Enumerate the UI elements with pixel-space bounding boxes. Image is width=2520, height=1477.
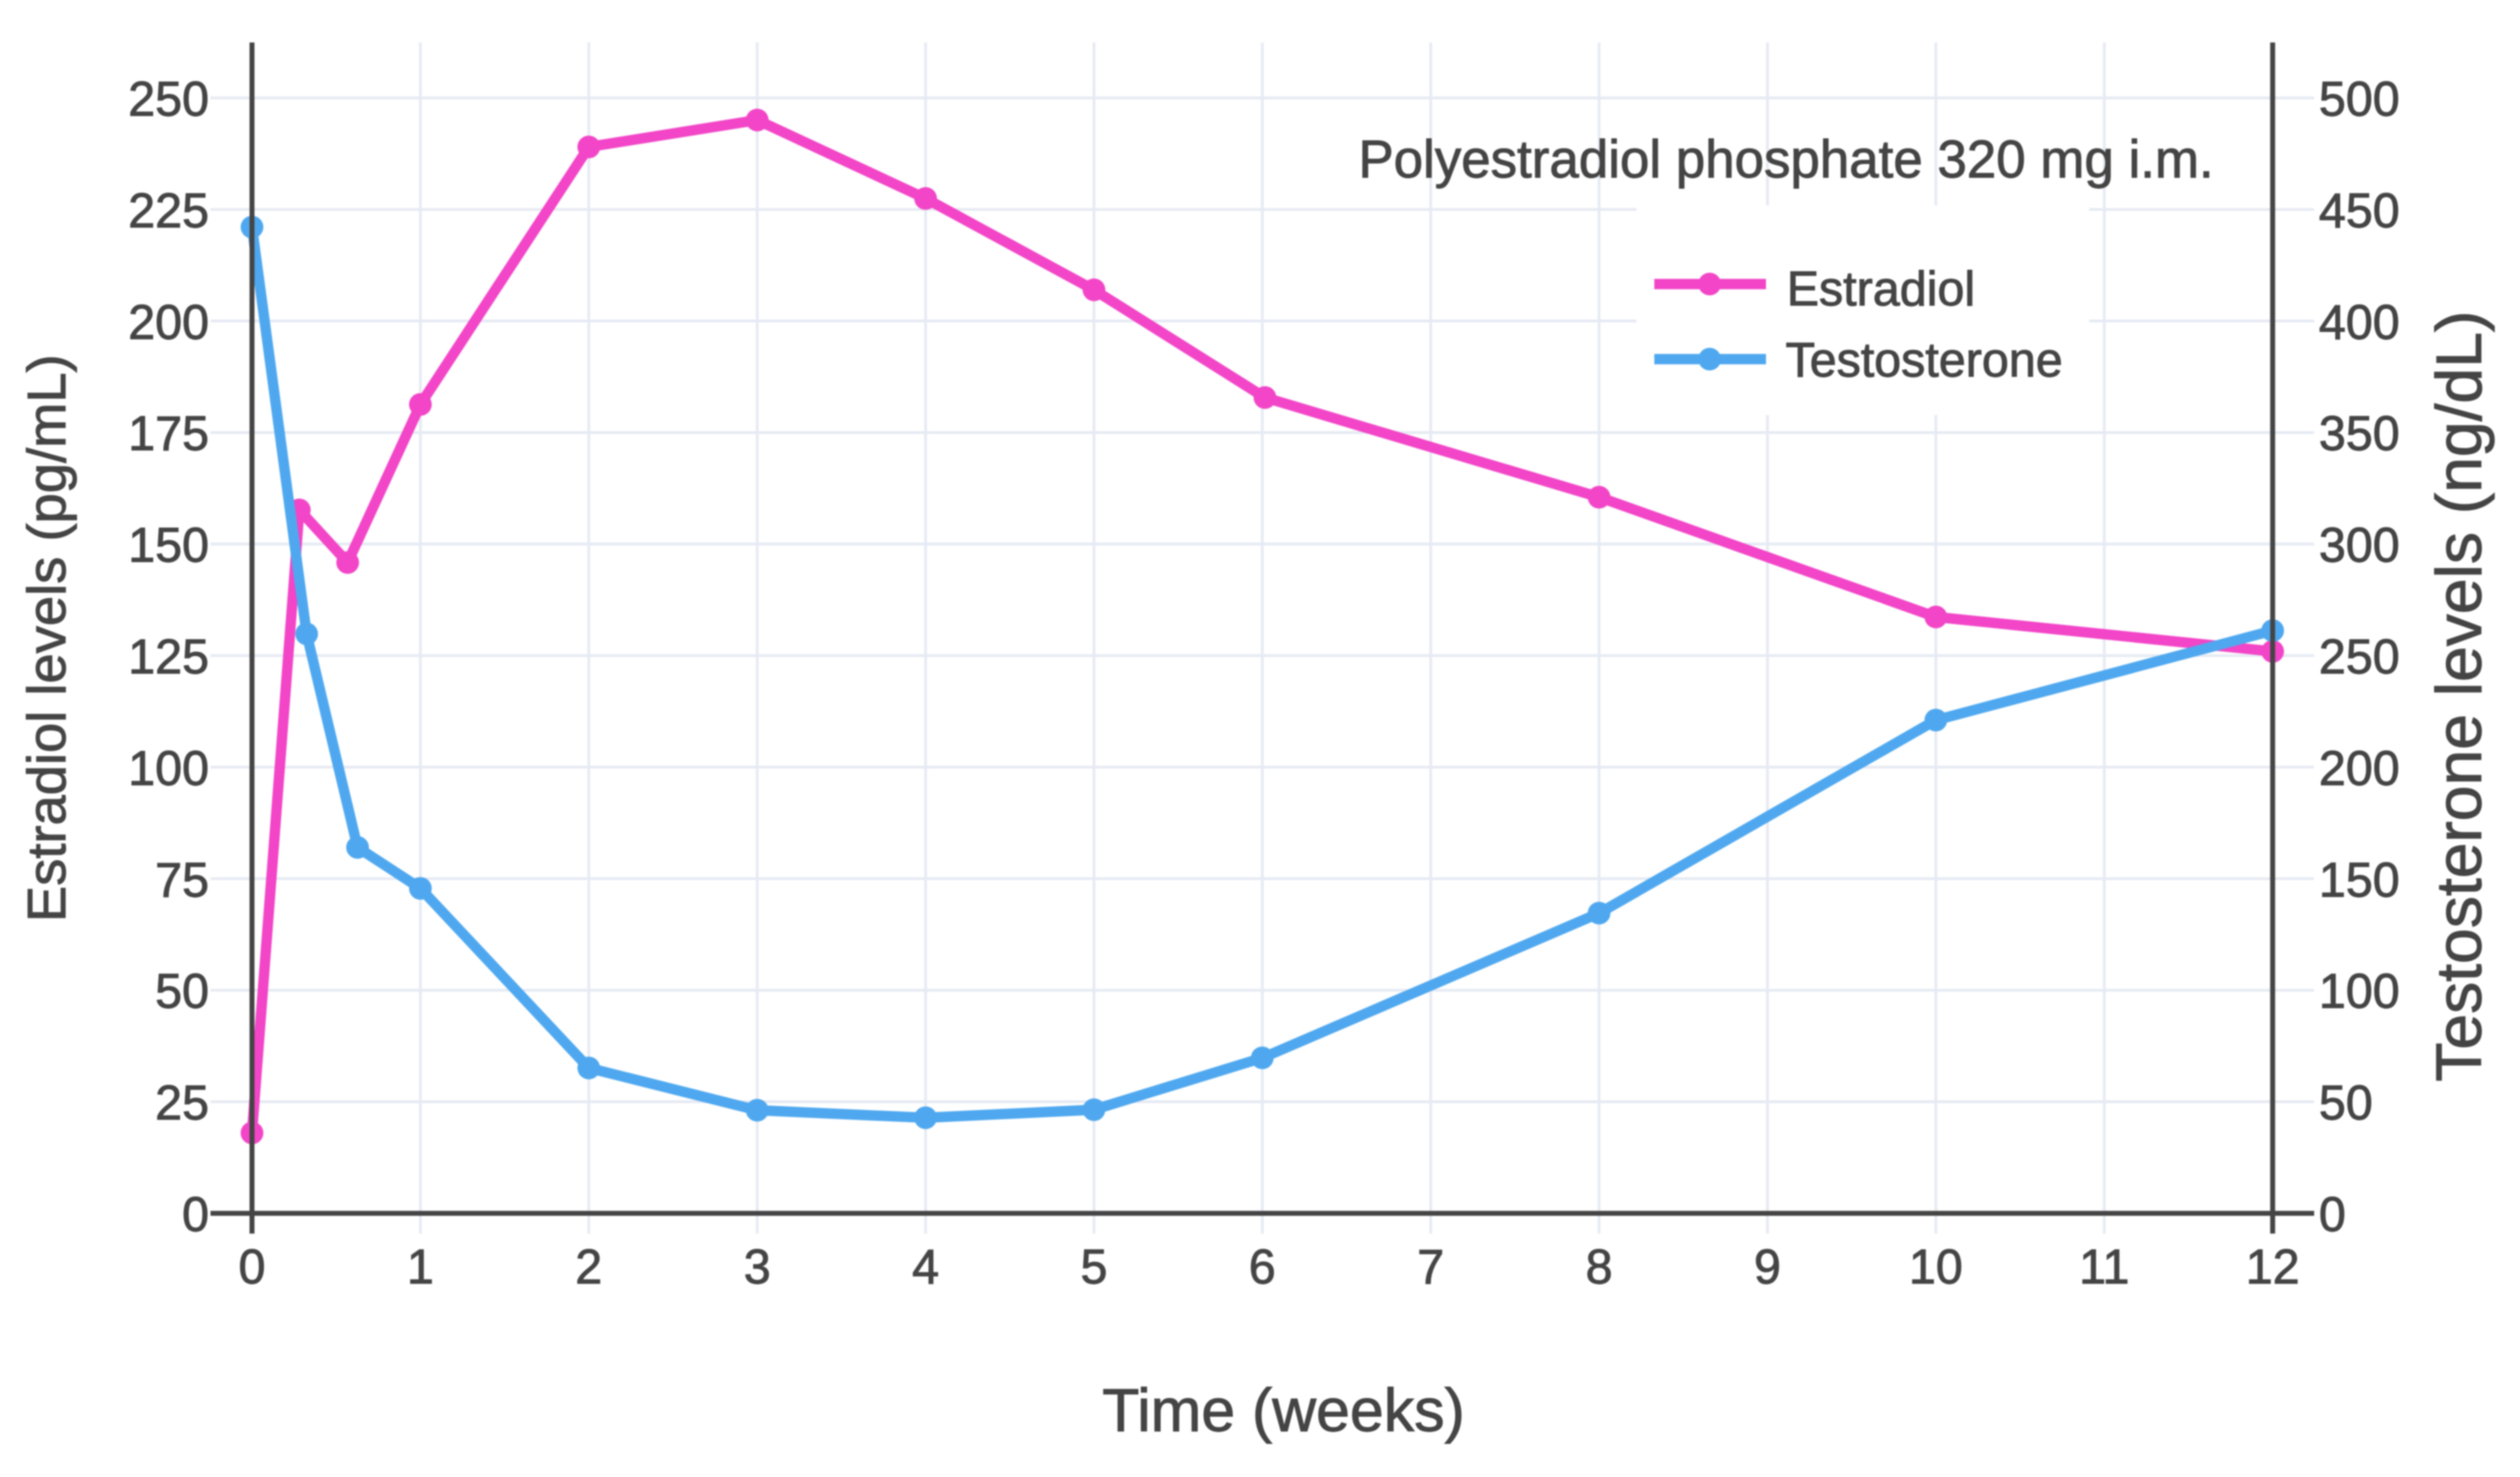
svg-text:4: 4 (912, 1241, 939, 1294)
svg-text:400: 400 (2319, 296, 2400, 350)
svg-text:225: 225 (128, 185, 210, 238)
svg-text:Testosterone levels (ng/dL): Testosterone levels (ng/dL) (2423, 310, 2495, 1081)
svg-text:25: 25 (155, 1077, 210, 1130)
svg-text:5: 5 (1080, 1241, 1107, 1294)
svg-text:250: 250 (128, 73, 210, 126)
svg-text:Time (weeks): Time (weeks) (1102, 1377, 1465, 1445)
svg-text:Estradiol: Estradiol (1787, 263, 1975, 316)
svg-text:200: 200 (128, 296, 210, 350)
svg-text:175: 175 (128, 408, 210, 461)
svg-text:Testosterone: Testosterone (1786, 334, 2063, 387)
svg-text:200: 200 (2319, 742, 2400, 795)
svg-text:6: 6 (1249, 1241, 1276, 1294)
svg-text:100: 100 (2319, 965, 2400, 1019)
svg-text:11: 11 (2079, 1241, 2130, 1294)
svg-text:150: 150 (128, 520, 210, 573)
svg-text:50: 50 (155, 965, 210, 1019)
svg-text:300: 300 (2319, 520, 2400, 573)
svg-text:3: 3 (744, 1241, 771, 1294)
svg-text:12: 12 (2245, 1241, 2300, 1294)
svg-text:9: 9 (1754, 1241, 1781, 1294)
svg-text:0: 0 (238, 1241, 265, 1294)
svg-text:100: 100 (128, 742, 210, 795)
svg-text:10: 10 (1909, 1241, 1964, 1294)
svg-text:75: 75 (155, 854, 210, 907)
svg-text:2: 2 (575, 1241, 602, 1294)
svg-text:350: 350 (2319, 408, 2400, 461)
svg-text:125: 125 (128, 631, 210, 685)
svg-text:500: 500 (2319, 73, 2400, 126)
svg-text:50: 50 (2319, 1077, 2374, 1130)
svg-text:1: 1 (407, 1241, 434, 1294)
svg-text:0: 0 (182, 1189, 209, 1242)
svg-text:Estradiol levels (pg/mL): Estradiol levels (pg/mL) (16, 355, 77, 923)
svg-text:250: 250 (2319, 631, 2400, 685)
svg-text:450: 450 (2319, 185, 2400, 238)
svg-text:150: 150 (2319, 854, 2400, 907)
svg-text:0: 0 (2319, 1189, 2346, 1242)
svg-text:7: 7 (1417, 1241, 1444, 1294)
svg-text:Polyestradiol phosphate 320 mg: Polyestradiol phosphate 320 mg i.m. (1359, 131, 2214, 190)
svg-text:8: 8 (1585, 1241, 1612, 1294)
